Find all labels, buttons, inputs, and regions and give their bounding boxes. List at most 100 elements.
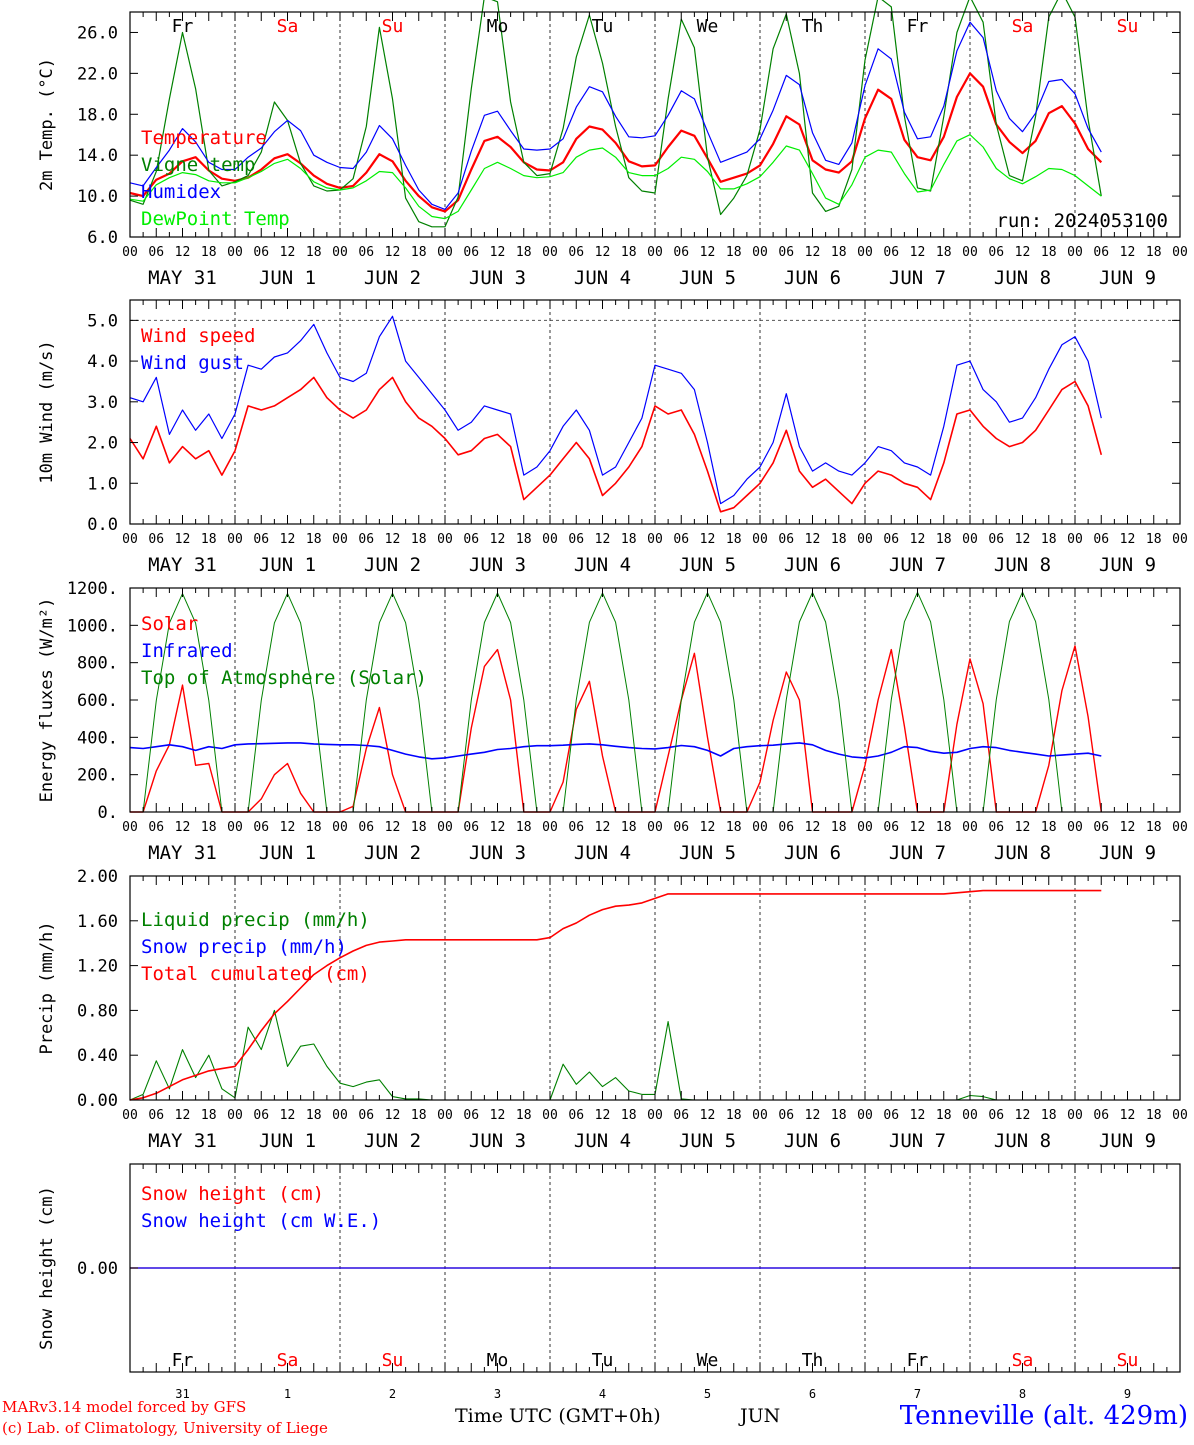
day-label: MAY 31	[148, 267, 217, 289]
hour-label: 06	[1093, 532, 1109, 547]
hour-label: 00	[752, 1108, 768, 1123]
hour-label: 18	[1041, 820, 1057, 835]
day-label: JUN 6	[784, 267, 841, 289]
series-line	[129, 889, 1102, 1101]
legend-entry: Wind speed	[141, 325, 255, 347]
hour-label: 12	[175, 532, 191, 547]
day-label: JUN 7	[889, 267, 946, 289]
hour-label: 12	[385, 820, 401, 835]
hour-label: 12	[490, 532, 506, 547]
lab-credit: (c) Lab. of Climatology, University of L…	[2, 1419, 328, 1437]
legend-entry: Snow height (cm W.E.)	[141, 1210, 381, 1232]
hour-label: 18	[1146, 820, 1162, 835]
hour-label: 18	[831, 532, 847, 547]
weekday-label: Su	[382, 16, 404, 37]
hour-label: 18	[516, 245, 532, 260]
day-label: JUN 6	[784, 842, 841, 864]
hour-label: 00	[857, 820, 873, 835]
hour-label: 00	[332, 245, 348, 260]
day-label: JUN 8	[994, 1130, 1051, 1152]
y-tick-label: 600.	[77, 691, 118, 711]
hour-label: 12	[280, 532, 296, 547]
hour-label: 06	[778, 820, 794, 835]
hour-label: 00	[332, 820, 348, 835]
y-tick-label: 0.0	[87, 515, 118, 535]
day-label: JUN 7	[889, 554, 946, 576]
station-name: Tenneville (alt. 429m)	[899, 1401, 1188, 1431]
hour-label: 18	[726, 245, 742, 260]
hour-label: 18	[1041, 532, 1057, 547]
hour-label: 18	[936, 820, 952, 835]
hour-label: 06	[883, 532, 899, 547]
hour-label: 18	[516, 1108, 532, 1123]
hour-label: 00	[437, 820, 453, 835]
hour-label: 06	[358, 532, 374, 547]
hour-label: 00	[1172, 245, 1188, 260]
hour-label: 12	[595, 245, 611, 260]
hour-label: 18	[201, 820, 217, 835]
hour-label: 12	[910, 245, 926, 260]
y-tick-label: 6.0	[87, 228, 118, 248]
hour-label: 12	[910, 820, 926, 835]
legend-entry: Infrared	[141, 640, 233, 662]
hour-label: 06	[568, 532, 584, 547]
weekday-label: Th	[802, 1350, 824, 1371]
hour-label: 00	[1067, 245, 1083, 260]
day-label: JUN 2	[364, 842, 421, 864]
hour-label: 00	[122, 1108, 138, 1123]
hour-label: 00	[542, 1108, 558, 1123]
hour-label: 12	[1120, 820, 1136, 835]
y-tick-label: 22.0	[77, 64, 118, 84]
hour-label: 12	[595, 820, 611, 835]
hour-label: 12	[700, 245, 716, 260]
legend-entry: Snow precip (mm/h)	[141, 936, 347, 958]
y-tick-label: 1.0	[87, 474, 118, 494]
weekday-label: Th	[802, 16, 824, 37]
hour-label: 18	[831, 1108, 847, 1123]
legend-entry: Solar	[141, 613, 198, 635]
weekday-label: Tu	[592, 1350, 614, 1371]
hour-label: 12	[1015, 532, 1031, 547]
day-label: JUN 5	[679, 554, 736, 576]
day-label: JUN 4	[574, 554, 631, 576]
hour-label: 12	[490, 1108, 506, 1123]
hour-label: 18	[831, 245, 847, 260]
weekday-label: Mo	[487, 16, 509, 37]
hour-label: 12	[490, 820, 506, 835]
hour-label: 06	[463, 1108, 479, 1123]
model-credit: MARv3.14 model forced by GFS	[2, 1398, 247, 1416]
legend-entry: Wind gust	[141, 352, 244, 374]
hour-label: 00	[1067, 1108, 1083, 1123]
series-line	[129, 742, 1102, 760]
day-label: JUN 3	[469, 554, 526, 576]
y-tick-label: 4.0	[87, 352, 118, 372]
y-tick-label: 10.0	[77, 187, 118, 207]
series-line	[129, 0, 1102, 228]
day-label: JUN 9	[1099, 842, 1156, 864]
plot-frame	[129, 11, 1181, 238]
hour-label: 00	[1172, 1108, 1188, 1123]
weekday-label: Fr	[907, 1350, 929, 1371]
hour-label: 06	[883, 245, 899, 260]
hour-label: 12	[805, 1108, 821, 1123]
hour-label: 00	[1172, 820, 1188, 835]
weekday-label: Su	[1117, 16, 1139, 37]
weekday-label: Fr	[172, 16, 194, 37]
y-tick-label: 200.	[77, 766, 118, 786]
y-tick-label: 0.00	[77, 1259, 118, 1279]
hour-label: 06	[358, 820, 374, 835]
y-tick-label: 1.20	[77, 957, 118, 977]
hour-label: 06	[673, 820, 689, 835]
y-tick-label: 800.	[77, 654, 118, 674]
y-tick-label: 2.00	[77, 867, 118, 887]
weekday-label: Su	[382, 1350, 404, 1371]
day-label: JUN 4	[574, 267, 631, 289]
day-label: JUN 9	[1099, 267, 1156, 289]
hour-label: 06	[148, 532, 164, 547]
legend-entry: Temperature	[141, 127, 267, 149]
day-label: JUN 8	[994, 842, 1051, 864]
hour-label: 00	[857, 1108, 873, 1123]
hour-label: 12	[280, 245, 296, 260]
hour-label: 06	[253, 532, 269, 547]
legend-entry: Total cumulated (cm)	[141, 963, 370, 985]
